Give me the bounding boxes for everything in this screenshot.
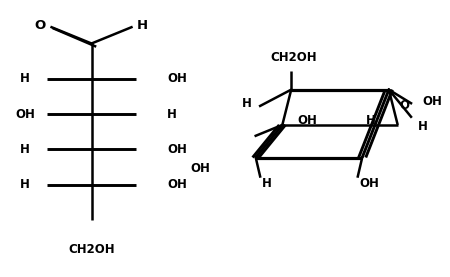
Text: OH: OH bbox=[422, 95, 442, 108]
Text: H: H bbox=[20, 72, 30, 85]
Text: OH: OH bbox=[167, 178, 187, 191]
Text: OH: OH bbox=[167, 72, 187, 85]
Text: H: H bbox=[242, 97, 252, 110]
Text: H: H bbox=[167, 107, 177, 120]
Text: OH: OH bbox=[167, 143, 187, 156]
Text: H: H bbox=[20, 143, 30, 156]
Text: O: O bbox=[35, 19, 46, 32]
Text: H: H bbox=[262, 177, 272, 190]
Text: H: H bbox=[137, 19, 148, 32]
Text: OH: OH bbox=[359, 177, 379, 190]
Text: CH2OH: CH2OH bbox=[270, 51, 317, 63]
Text: OH: OH bbox=[191, 162, 211, 175]
Text: CH2OH: CH2OH bbox=[68, 243, 115, 256]
Text: H: H bbox=[20, 178, 30, 191]
Text: O: O bbox=[399, 99, 410, 112]
Text: OH: OH bbox=[15, 107, 35, 120]
Text: OH: OH bbox=[298, 114, 318, 127]
Text: H: H bbox=[418, 120, 428, 133]
Text: H: H bbox=[366, 114, 376, 127]
